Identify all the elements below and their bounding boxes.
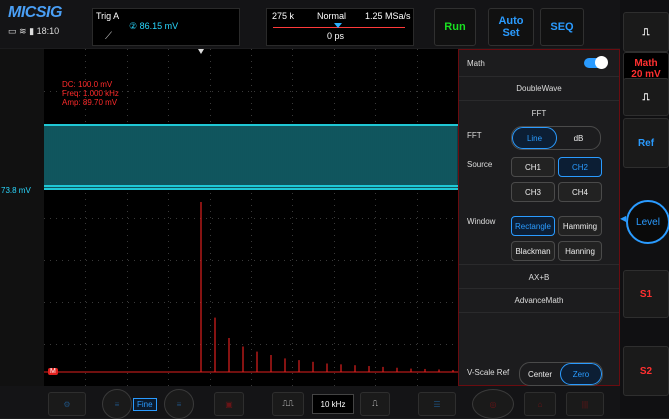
settings-button[interactable]: ⚙ — [48, 392, 86, 416]
source-ch2[interactable]: CH2 — [558, 157, 602, 177]
cursor-button[interactable]: ||| — [566, 392, 604, 416]
fine-adjust-label[interactable]: Fine — [133, 398, 157, 411]
source-label: Source — [467, 160, 493, 169]
axb-option[interactable]: AX+B — [528, 273, 550, 282]
timebase-panel[interactable]: 275 k Normal 1.25 MSa/s 0 ps — [266, 8, 414, 46]
math-label: Math — [634, 58, 658, 69]
math-panel-title: Math — [467, 59, 485, 68]
waveform-button[interactable]: ⎍ — [623, 78, 669, 116]
advancemath-option[interactable]: AdvanceMath — [514, 296, 564, 305]
scale-up-button[interactable]: ≡ — [164, 389, 194, 419]
s1-button[interactable]: S1 — [623, 270, 669, 318]
trigger-level-value: ② 86.15 mV — [129, 21, 179, 31]
channel-button[interactable]: ◎ — [472, 389, 514, 419]
fft-mode-db[interactable]: dB — [573, 133, 584, 143]
trigger-position-marker — [334, 23, 342, 28]
left-strip — [0, 49, 44, 386]
ch2-level-label[interactable]: 73.8 mV — [1, 186, 31, 195]
waveform-screen[interactable] — [43, 49, 458, 386]
scale-down-button[interactable]: ≡ — [102, 389, 132, 419]
clock: 18:10 — [36, 26, 60, 36]
cursor-icon: ||| — [581, 399, 589, 409]
level-knob[interactable]: Level — [626, 200, 669, 244]
sample-rate: 1.25 MSa/s — [365, 11, 411, 21]
wifi-icon: ≋ — [19, 26, 27, 36]
vscale-center[interactable]: Center — [527, 369, 552, 379]
trigger-info-panel[interactable]: Trig A ② 86.15 mV ⟋ — [92, 8, 240, 46]
vscale-zero[interactable]: Zero — [560, 363, 602, 385]
battery-icon: ▮ — [29, 26, 35, 36]
window-rectangle[interactable]: Rectangle — [511, 216, 555, 236]
window-hanning[interactable]: Hanning — [558, 241, 602, 261]
pulse-gen-left-button[interactable]: ⎍⎍ — [272, 392, 304, 416]
ruler-icon: ⌂ — [537, 399, 543, 409]
source-ch3[interactable]: CH3 — [511, 182, 555, 202]
fft-mode-selector[interactable]: Line dB — [511, 126, 601, 150]
time-offset: 0 ps — [327, 31, 345, 41]
list-icon: ☰ — [433, 399, 441, 409]
menu-button[interactable]: ☰ — [418, 392, 456, 416]
math-readouts: DC: 100.0 mV Freq: 1.000 kHz Amp: 89.70 … — [62, 80, 119, 107]
vscale-label: V-Scale Ref — [467, 368, 510, 377]
readout-amp: Amp: 89.70 mV — [62, 98, 118, 107]
source-ch1[interactable]: CH1 — [511, 157, 555, 177]
level-arrow-icon: ◀ — [620, 214, 627, 223]
save-icon: ▣ — [225, 399, 233, 409]
fft-header[interactable]: FFT — [531, 109, 547, 118]
window-label: Window — [467, 217, 496, 226]
frequency-label[interactable]: 10 kHz — [312, 394, 354, 414]
seq-button[interactable]: SEQ — [540, 8, 584, 46]
minus-icon: ≡ — [114, 399, 120, 409]
pulse-gen-right-button[interactable]: ⎍ — [360, 392, 390, 416]
pulse-train-icon: ⎍⎍ — [282, 399, 294, 408]
single-pulse-icon: ⎍ — [372, 399, 378, 408]
square-wave-icon: ⎍ — [642, 91, 650, 103]
gear-icon: ⚙ — [63, 399, 71, 409]
acquire-mode: Normal — [317, 11, 347, 21]
s2-button[interactable]: S2 — [623, 346, 669, 396]
save-button[interactable]: ▣ — [214, 392, 244, 416]
ch2-waveform — [43, 124, 458, 190]
memory-depth: 275 k — [272, 11, 295, 21]
pulse-icon: ⎍ — [642, 26, 650, 38]
rising-edge-icon: ⟋ — [105, 31, 112, 42]
monitor-icon: ▭ — [8, 26, 17, 36]
readout-dc: DC: 100.0 mV — [62, 80, 113, 89]
doublewave-option[interactable]: DoubleWave — [516, 84, 562, 93]
brand-logo: MICSIG ▭ ≋ ▮ 18:10 — [6, 4, 86, 44]
fft-mode-line[interactable]: Line — [512, 127, 557, 149]
vscale-selector[interactable]: Center Zero — [519, 362, 603, 386]
brand-name: MICSIG — [8, 4, 62, 21]
plus-icon: ≡ — [176, 399, 182, 409]
math-baseline-marker[interactable]: M — [48, 368, 58, 375]
window-hamming[interactable]: Hamming — [558, 216, 602, 236]
trigger-time-marker — [198, 49, 204, 54]
math-enable-toggle[interactable] — [584, 56, 608, 69]
readout-freq: Freq: 1.000 kHz — [62, 89, 119, 98]
trigger-label: Trig A — [96, 11, 120, 21]
autoset-button[interactable]: Auto Set — [488, 8, 534, 46]
source-ch4[interactable]: CH4 — [558, 182, 602, 202]
waveform-display — [43, 49, 458, 386]
trigger-type-button[interactable]: ⎍ — [623, 12, 669, 52]
window-blackman[interactable]: Blackman — [511, 241, 555, 261]
fft-label: FFT — [467, 131, 482, 140]
math-scale: 20 mV — [631, 69, 661, 80]
math-settings-panel: Math DoubleWave FFT FFT Line dB Source C… — [458, 49, 620, 386]
ref-button[interactable]: Ref — [623, 118, 669, 168]
status-indicators: ▭ ≋ ▮ 18:10 — [8, 26, 59, 37]
fft-spectrum — [44, 202, 458, 373]
run-button[interactable]: Run — [434, 8, 476, 46]
channel-icon: ◎ — [489, 399, 497, 409]
measure-button[interactable]: ⌂ — [524, 392, 556, 416]
